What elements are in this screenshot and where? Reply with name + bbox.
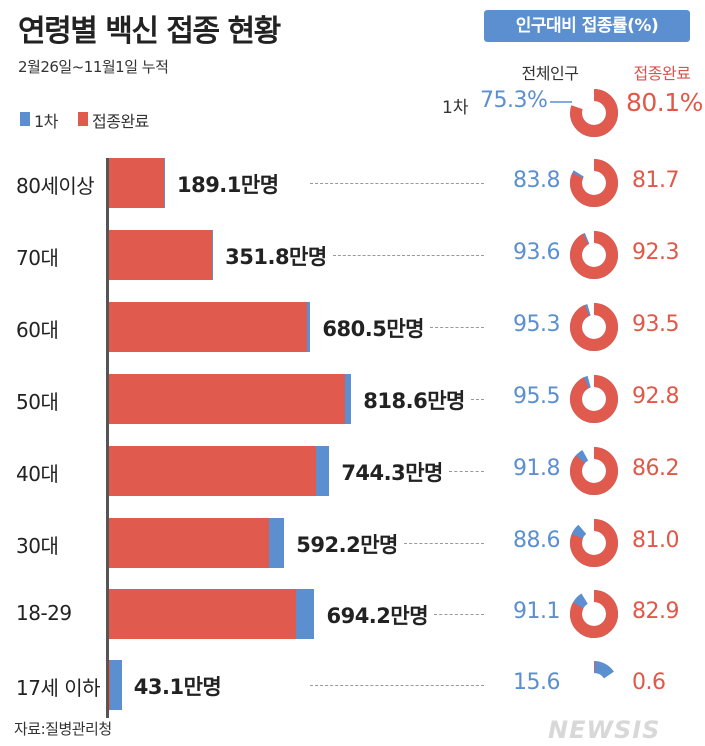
- count-label: 744.3만명: [341, 461, 443, 485]
- bar-complete: [109, 302, 308, 352]
- overall-pointer-line: [550, 101, 572, 103]
- count-label: 592.2만명: [296, 533, 398, 557]
- count-label: 694.2만명: [326, 604, 429, 628]
- bar-first: [316, 446, 330, 496]
- bar-complete: [109, 518, 269, 568]
- bar-group: [109, 374, 352, 424]
- age-label: 18-29: [16, 601, 72, 625]
- rate-donut-complete-arc: [570, 303, 618, 351]
- bar-group: [109, 230, 214, 280]
- bar-first: [211, 230, 214, 280]
- leader-line: [310, 685, 484, 686]
- chart-axis: [106, 158, 109, 718]
- header-total-population: 전체인구: [521, 64, 579, 83]
- rate-complete: 0.6: [632, 670, 666, 695]
- bar-complete: [109, 230, 212, 280]
- rate-first: 95.3: [513, 312, 560, 337]
- watermark: NEWSIS: [548, 716, 661, 744]
- rate-first: 95.5: [513, 384, 560, 409]
- rate-first: 91.1: [513, 599, 560, 624]
- rate-donut-complete-arc: [570, 375, 618, 423]
- age-label: 60대: [16, 318, 59, 342]
- rate-complete: 82.9: [632, 599, 679, 624]
- rate-complete: 81.7: [632, 168, 679, 193]
- rate-donut: [570, 661, 618, 709]
- bar-group: [109, 158, 165, 208]
- overall-donut: [570, 89, 618, 137]
- count-label: 351.8만명: [225, 245, 327, 269]
- age-label: 80세이상: [16, 174, 95, 198]
- bar-group: [109, 446, 330, 496]
- leader-line: [449, 471, 484, 472]
- chart-title: 연령별 백신 접종 현황: [18, 14, 281, 49]
- rate-donut: [570, 375, 618, 423]
- rate-first: 93.6: [513, 240, 560, 265]
- rate-first: 91.8: [513, 456, 560, 481]
- leader-line: [434, 614, 484, 615]
- rate-complete: 81.0: [632, 528, 679, 553]
- age-label: 50대: [16, 390, 59, 414]
- bar-group: [109, 660, 122, 710]
- bar-first: [109, 660, 122, 710]
- rate-donut-complete-arc: [570, 159, 618, 207]
- badge-background: [484, 10, 690, 42]
- bar-first: [268, 518, 285, 568]
- leader-line: [471, 399, 484, 400]
- rate-donut-complete-arc: [570, 447, 618, 495]
- bar-complete: [109, 660, 110, 710]
- bar-group: [109, 518, 285, 568]
- header-complete: 접종완료: [633, 64, 691, 83]
- count-label: 818.6만명: [363, 389, 465, 413]
- period-label: 2월26일~11월1일 누적: [18, 58, 169, 76]
- bar-complete: [109, 589, 297, 639]
- rate-complete: 93.5: [632, 312, 679, 337]
- bar-complete: [109, 374, 345, 424]
- overall-complete-pct: 80.1%: [626, 88, 703, 117]
- bar-group: [109, 589, 315, 639]
- rate-donut-complete-arc: [570, 231, 618, 279]
- bar-first: [307, 302, 311, 352]
- leader-line: [310, 183, 484, 184]
- badge-label: 인구대비 접종률(%): [515, 16, 659, 36]
- rate-donut-complete-arc: [570, 661, 618, 709]
- rate-donut: [570, 159, 618, 207]
- rate-donut-complete-arc: [570, 519, 618, 567]
- bar-first: [296, 589, 315, 639]
- rate-donut: [570, 519, 618, 567]
- legend-label-first: 1차: [34, 112, 58, 131]
- bar-first: [344, 374, 352, 424]
- rate-first: 15.6: [513, 670, 560, 695]
- rate-complete: 92.3: [632, 240, 679, 265]
- rate-donut: [570, 447, 618, 495]
- legend-swatch-first: [20, 112, 30, 126]
- count-label: 189.1만명: [176, 173, 279, 197]
- age-label: 70대: [16, 246, 59, 270]
- overall-first-pct: 75.3%: [480, 88, 548, 113]
- bar-complete: [109, 446, 317, 496]
- count-label: 43.1만명: [133, 675, 222, 699]
- rate-first: 88.6: [513, 528, 560, 553]
- rate-donut: [570, 590, 618, 638]
- source-label: 자료:질병관리청: [14, 720, 112, 738]
- rate-donut: [570, 231, 618, 279]
- leader-line: [333, 255, 484, 256]
- bar-first: [163, 158, 165, 208]
- legend-label-complete: 접종완료: [92, 112, 149, 131]
- bar-complete: [109, 158, 164, 208]
- age-label: 17세 이하: [16, 676, 101, 700]
- legend-swatch-complete: [78, 112, 88, 126]
- rate-complete: 86.2: [632, 456, 679, 481]
- age-label: 40대: [16, 462, 59, 486]
- rate-complete: 92.8: [632, 384, 679, 409]
- leader-line: [430, 327, 484, 328]
- age-label: 30대: [16, 534, 59, 558]
- overall-first-label: 1차: [442, 98, 469, 118]
- rate-first: 83.8: [513, 168, 560, 193]
- rate-donut: [570, 303, 618, 351]
- rate-donut-complete-arc: [570, 590, 618, 638]
- count-label: 680.5만명: [322, 317, 424, 341]
- bar-group: [109, 302, 311, 352]
- overall-donut-complete-arc: [570, 89, 618, 137]
- leader-line: [404, 543, 484, 544]
